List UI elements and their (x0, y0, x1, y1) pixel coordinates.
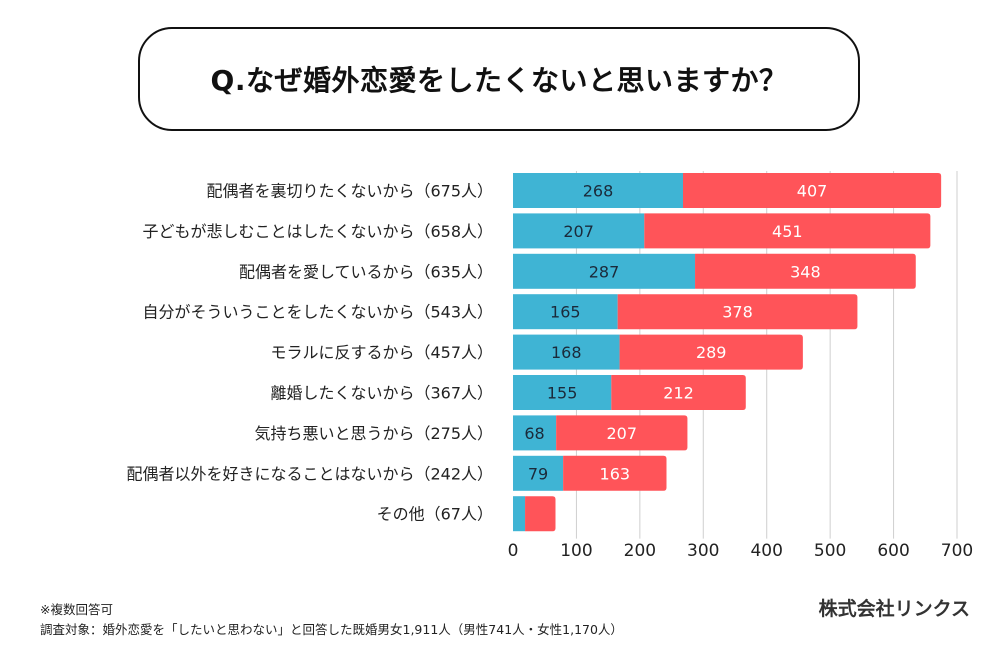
category-label: 配偶者を裏切りたくないから（675人） (206, 182, 493, 201)
bar-value-label: 407 (797, 182, 828, 201)
category-label: 離婚したくないから（367人） (270, 384, 493, 403)
company-name: 株式会社リンクス (818, 598, 970, 620)
bar-value-label: 165 (550, 303, 581, 322)
bar-segment-female (563, 455, 667, 491)
question-title-box: Q.なぜ婚外恋愛をしたくないと思いますか？ (138, 27, 860, 131)
category-label: 配偶者を愛しているから（635人） (239, 262, 493, 281)
x-tick-label: 300 (687, 541, 719, 561)
bar-segment-male (513, 334, 620, 370)
x-tick-label: 400 (750, 541, 782, 561)
bar-value-label: 163 (600, 464, 631, 483)
bar-value-label: 451 (772, 222, 803, 241)
x-tick-label: 700 (941, 541, 973, 561)
bar-segment-male (513, 294, 618, 330)
bar-segment-female (617, 294, 858, 330)
bar-segment-female (644, 213, 931, 249)
bar-segment-male (513, 173, 683, 208)
bar-value-label: 68 (524, 424, 544, 443)
bar-value-label: 79 (528, 464, 548, 483)
bar-segment-female (682, 173, 942, 208)
question-title: Q.なぜ婚外恋愛をしたくないと思いますか？ (210, 64, 788, 97)
x-tick-label: 600 (877, 541, 909, 561)
category-label: モラルに反するから（457人） (270, 343, 493, 362)
bar-value-label: 348 (790, 262, 821, 281)
bar-segment-female (611, 375, 746, 410)
bar-segment-male (513, 253, 696, 289)
category-label: その他（67人） (377, 505, 493, 524)
bar-value-label: 289 (696, 343, 727, 362)
bar-segment-male (513, 213, 645, 249)
bar-value-label: 287 (589, 262, 620, 281)
category-label: 自分がそういうことをしたくないから（543人） (142, 303, 493, 322)
category-label: 子どもが悲しむことはしたくないから（658人） (142, 222, 493, 241)
category-label: 配偶者以外を好きになることはないから（242人） (126, 464, 493, 483)
bar-value-label: 212 (663, 384, 694, 403)
bar-segment-female (525, 496, 556, 532)
bar-segment-male (513, 496, 526, 532)
bar-segment-female (556, 415, 688, 451)
bar-value-label: 378 (722, 303, 753, 322)
survey-target-note: 調査対象：婚外恋愛を「したいと思わない」と回答した既婚男女1,911人（男性74… (40, 622, 623, 637)
x-tick-label: 200 (624, 541, 656, 561)
bar-value-label: 207 (563, 222, 594, 241)
x-tick-label: 100 (560, 541, 592, 561)
bar-value-label: 168 (551, 343, 582, 362)
bar-value-label: 207 (607, 424, 638, 443)
bar-value-label: 155 (547, 384, 578, 403)
category-label: 気持ち悪いと思うから（275人） (254, 424, 493, 443)
bar-value-label: 268 (583, 182, 614, 201)
bar-segment-male (513, 455, 564, 491)
multiple-answers-note: ※複数回答可 (40, 602, 113, 617)
x-tick-label: 0 (508, 541, 519, 561)
bar-segment-female (695, 253, 916, 289)
bar-segment-male (513, 415, 557, 451)
bar-segment-male (513, 375, 612, 410)
bar-segment-female (619, 334, 803, 370)
x-tick-label: 500 (814, 541, 846, 561)
